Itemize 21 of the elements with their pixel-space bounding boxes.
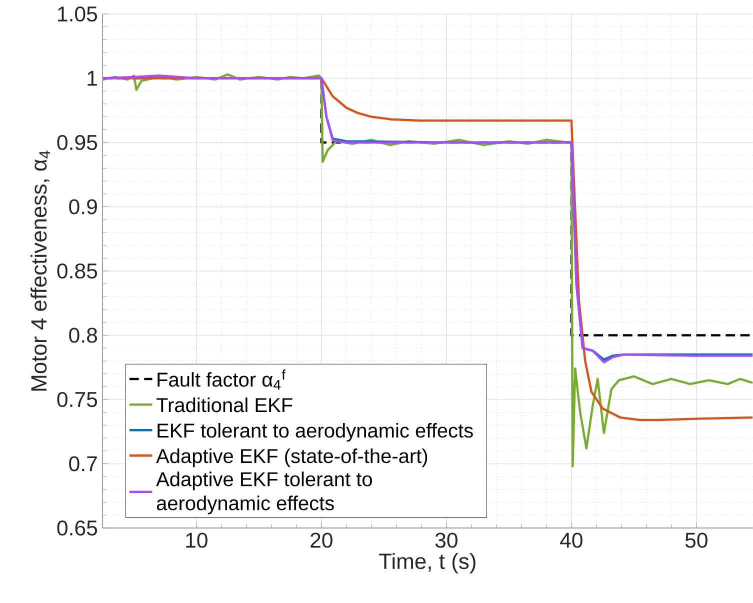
y-tick-label: 0.75 [57,392,98,408]
y-tick-label: 1.05 [58,6,98,22]
legend-label: EKF tolerant to aerodynamic effects [158,423,473,442]
x-tick-label: 10 [186,532,208,548]
x-tick-label: 30 [435,532,458,548]
x-axis-title: Time, t (s) [379,553,476,574]
legend-label: Fault factor α$_{4}$f [158,370,286,390]
legend-label: Adaptive EKF (state-of-the-art) [156,448,428,468]
legend-label: Adaptive EKF tolerant to aerodynamic effects [156,472,372,514]
y-tick-label: 1 [88,71,97,86]
y-tick-label: 0.8 [69,328,98,343]
y-tick-label: 0.85 [57,264,98,279]
x-tick-label: 40 [560,532,582,548]
y-tick-label: 0.9 [69,199,97,214]
x-tick-label: 50 [685,532,708,548]
x-tick-label: 20 [310,532,332,548]
legend-label: Traditional EKF [156,398,292,412]
y-tick-label: 0.65 [57,520,98,536]
y-axis-title: Motor 4 effectiveness, α$_{4}$ [30,150,50,391]
y-tick-label: 0.95 [57,135,98,150]
y-tick-label: 0.7 [69,456,97,472]
